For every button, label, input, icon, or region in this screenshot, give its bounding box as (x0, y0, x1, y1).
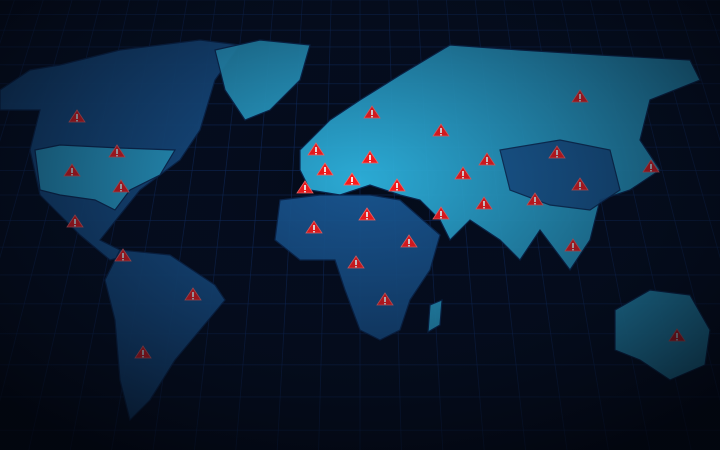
grid-line (0, 0, 15, 45)
continent-greenland (214, 39, 311, 121)
continents (0, 39, 711, 422)
grid-line (705, 0, 720, 45)
continent-madagascar (427, 299, 443, 334)
grid-line (0, 0, 44, 142)
